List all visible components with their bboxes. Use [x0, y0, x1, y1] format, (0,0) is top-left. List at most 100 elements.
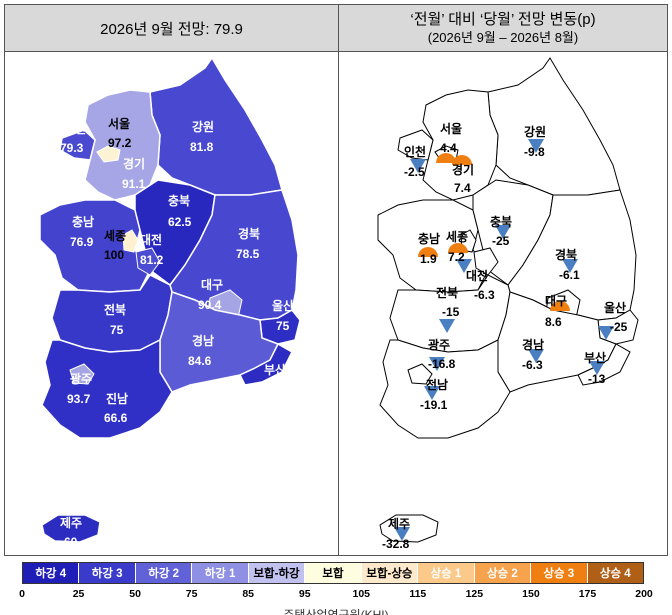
label-jeonbuk-value: 75	[110, 323, 124, 337]
label-daejeon-value: 81.2	[140, 253, 164, 267]
label-chungbuk-name: 충북	[168, 193, 190, 208]
rlabel-daejeon-value: -6.3	[474, 288, 495, 302]
rlabel-sejong-value: 7.2	[448, 250, 465, 264]
rlabel-seoul-name: 서울	[440, 121, 462, 136]
rlabel-ulsan-name: 울산	[604, 300, 626, 315]
rlabel-daegu-name: 대구	[545, 294, 567, 308]
legend-tick-label: 95	[298, 588, 311, 600]
label-gyeongnam-value: 84.6	[188, 354, 212, 368]
legend-tick-label: 25	[72, 588, 85, 600]
color-scale-legend: 하강 4 하강 3 하강 2 하강 1 보합-하강 보합 보합-상승 상승 1 상승 2 상승 3…	[22, 562, 644, 584]
marker-daegu-up-icon	[550, 301, 570, 311]
marker-gangwon-down-icon	[528, 139, 544, 153]
label-gyeongnam-name: 경남	[192, 333, 214, 348]
right-outline-map	[377, 57, 639, 543]
rlabel-jeonbuk-name: 전북	[436, 285, 458, 300]
legend-cell: 하강 4	[23, 563, 80, 583]
region-gangwon	[149, 56, 283, 196]
marker-ulsan-down-icon	[598, 326, 614, 340]
marker-daejeon-down-icon	[456, 259, 472, 273]
rlabel-gyeongbuk-value: -6.1	[559, 268, 580, 282]
rlabel-chungnam-name: 충남	[418, 231, 440, 246]
marker-seoul-up-icon	[436, 153, 456, 163]
rlabel-incheon-value: -2.5	[404, 165, 425, 179]
label-chungbuk-value: 62.5	[168, 215, 192, 229]
rlabel-gyeongnam-value: -6.3	[522, 358, 543, 372]
legend-tick-label: 200	[635, 588, 653, 600]
marker-busan-down-icon	[589, 361, 605, 375]
legend-tick-label: 175	[578, 588, 597, 600]
right-map-labels: 서울 4.4 강원 -9.8 인천 -2.5 경기 7.4 충북 -25 충남 …	[382, 121, 628, 551]
region-busan	[238, 342, 293, 386]
rlabel-busan-name: 부산	[584, 350, 606, 365]
rlabel-gwangju-name: 광주	[428, 337, 450, 352]
rlabel-gangwon-value: -9.8	[524, 145, 545, 159]
label-jeju-name: 제주	[60, 516, 82, 530]
marker-gwangju-down-icon	[429, 357, 445, 371]
right-title-text: ‘전월’ 대비 ‘당월’ 전망 변동(p)	[410, 11, 596, 28]
legend-tick-label: 115	[409, 588, 427, 600]
left-map-labels: 인천 79.3 서울 97.2 경기 91.1 강원 81.8 충북 62.5 …	[60, 116, 294, 549]
label-sejong-name: 세종	[104, 228, 126, 243]
label-ulsan-value: 75	[276, 319, 290, 333]
rlabel-jeju-value: -32.8	[382, 537, 410, 551]
legend-tick-label: 50	[129, 588, 141, 600]
region-jeju	[41, 514, 101, 543]
label-sejong-value: 100	[104, 248, 124, 262]
marker-jeonbuk-down-icon	[439, 319, 455, 333]
left-title-text: 2026년 9월 전망: 79.9	[100, 20, 243, 38]
rlabel-daegu-value: 8.6	[545, 315, 562, 329]
label-gangwon-name: 강원	[192, 120, 214, 134]
legend-tick-label: 125	[465, 588, 484, 600]
rlabel-jeju-name: 제주	[388, 517, 410, 531]
label-gyeonggi-name: 경기	[123, 156, 145, 171]
rlabel-incheon-name: 인천	[404, 144, 426, 159]
rlabel-gyeongbuk-name: 경북	[555, 248, 577, 262]
map-panel-frame: 2026년 9월 전망: 79.9 ‘전월’ 대비 ‘당월’ 전망 변동(p) …	[4, 4, 668, 556]
label-chungnam-value: 76.9	[70, 235, 94, 249]
marker-chungbuk-down-icon	[495, 225, 511, 239]
region-daejeon	[135, 247, 161, 276]
rlabel-jeonbuk-value: -15	[442, 305, 460, 319]
legend-ticks: 0 25 50 75 85 95 105 115 125 150 175 200	[0, 588, 672, 604]
label-jeonnam-name: 진남	[106, 391, 128, 406]
label-jeonbuk-name: 전북	[104, 302, 126, 317]
legend-cell: 보합	[305, 563, 362, 583]
legend-tick-label: 0	[19, 588, 25, 600]
label-gyeongbuk-name: 경북	[238, 227, 260, 241]
label-ulsan-name: 울산	[272, 298, 294, 313]
legend-cell: 상승 4	[587, 563, 643, 583]
label-daegu-name: 대구	[201, 278, 223, 292]
region-gwangju	[69, 363, 95, 385]
outline-incheon	[397, 129, 434, 161]
right-subtitle-text: (2026년 9월 – 2026년 8월)	[427, 30, 579, 45]
label-daegu-value: 90.4	[198, 298, 222, 312]
legend-tick-label: 85	[242, 588, 255, 600]
outline-daejeon	[473, 247, 499, 276]
rlabel-gangwon-name: 강원	[524, 125, 546, 139]
region-seoul	[96, 145, 121, 163]
legend-cell: 하강 1	[192, 563, 249, 583]
marker-sejong-up-icon	[448, 243, 468, 253]
marker-gyeongbuk-down-icon	[562, 259, 578, 273]
legend-cell: 하강 2	[135, 563, 193, 583]
source-footnote: 주택산업연구원(KHI)	[283, 608, 389, 615]
legend-tick-label: 105	[352, 588, 371, 600]
label-seoul-value: 97.2	[108, 136, 132, 150]
rlabel-gyeongnam-name: 경남	[522, 337, 544, 352]
rlabel-seoul-value: 4.4	[440, 141, 457, 155]
rlabel-busan-value: -13	[588, 372, 606, 386]
marker-gyeongnam-down-icon	[528, 349, 544, 363]
label-busan-value: 64.7	[262, 383, 286, 397]
marker-chungnam-up-icon	[418, 247, 438, 257]
legend-tick-label: 150	[522, 588, 540, 600]
rlabel-sejong-name: 세종	[446, 229, 468, 244]
region-jeonnam	[41, 338, 173, 439]
rlabel-daejeon-name: 대전	[466, 268, 488, 283]
left-panel-title: 2026년 9월 전망: 79.9	[5, 5, 338, 52]
outline-gangwon	[487, 57, 621, 196]
label-jeju-value: 60	[64, 535, 78, 549]
rlabel-gyeonggi-name: 경기	[452, 162, 474, 177]
label-incheon-name: 인천	[64, 121, 86, 136]
label-gangwon-value: 81.8	[190, 140, 214, 154]
